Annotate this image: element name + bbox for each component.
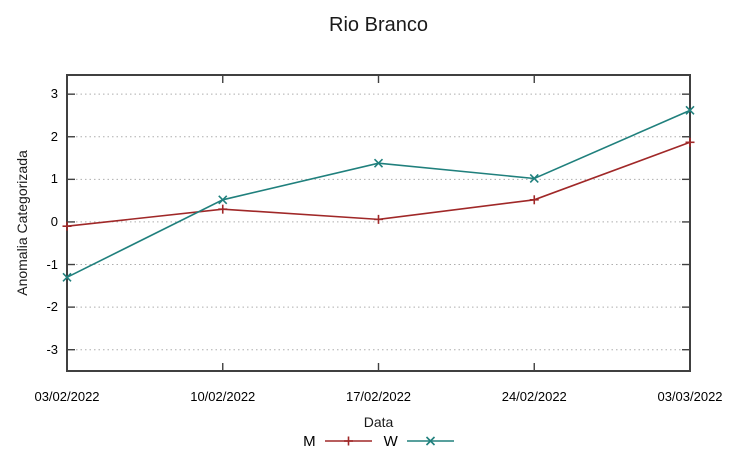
x-axis-label: Data — [363, 414, 394, 430]
legend-item-W: W — [384, 433, 454, 450]
y-tick-label: -3 — [46, 341, 58, 357]
x-tick-label: 17/02/2022 — [345, 389, 412, 404]
legend-label: W — [383, 432, 398, 450]
cross-marker-icon — [529, 173, 539, 184]
chart-title: Rio Branco — [329, 14, 428, 36]
legend-label: M — [303, 432, 316, 450]
y-tick-label: 3 — [50, 86, 58, 102]
x-tick-label: 10/02/2022 — [190, 389, 256, 404]
cross-marker-icon — [373, 158, 384, 168]
x-tick-label: 03/03/2022 — [657, 389, 723, 404]
legend-sample-cross-icon — [406, 436, 454, 446]
series-line-W — [66, 109, 691, 279]
y-tick-label: -1 — [46, 256, 58, 272]
cross-marker-icon — [685, 105, 695, 115]
y-tick-label: 1 — [50, 171, 58, 187]
y-tick-label: 2 — [50, 128, 58, 144]
y-tick-label: 0 — [50, 213, 58, 229]
x-tick-label: 24/02/2022 — [501, 389, 567, 404]
plot-area — [62, 74, 695, 372]
series-line-M — [66, 141, 691, 227]
legend-item-M: M — [303, 433, 372, 450]
legend-sample-plus-icon — [324, 436, 372, 446]
cross-marker-icon — [62, 272, 72, 282]
y-tick-label: -2 — [46, 299, 58, 315]
x-tick-labels: 03/02/2022 10/02/2022 17/02/2022 24/02/2022… — [34, 389, 722, 405]
y-tick-labels: -3 -2 -1 0 1 2 3 — [0, 0, 58, 459]
cross-marker-icon — [218, 195, 228, 205]
x-tick-label: 03/02/2022 — [34, 389, 100, 404]
